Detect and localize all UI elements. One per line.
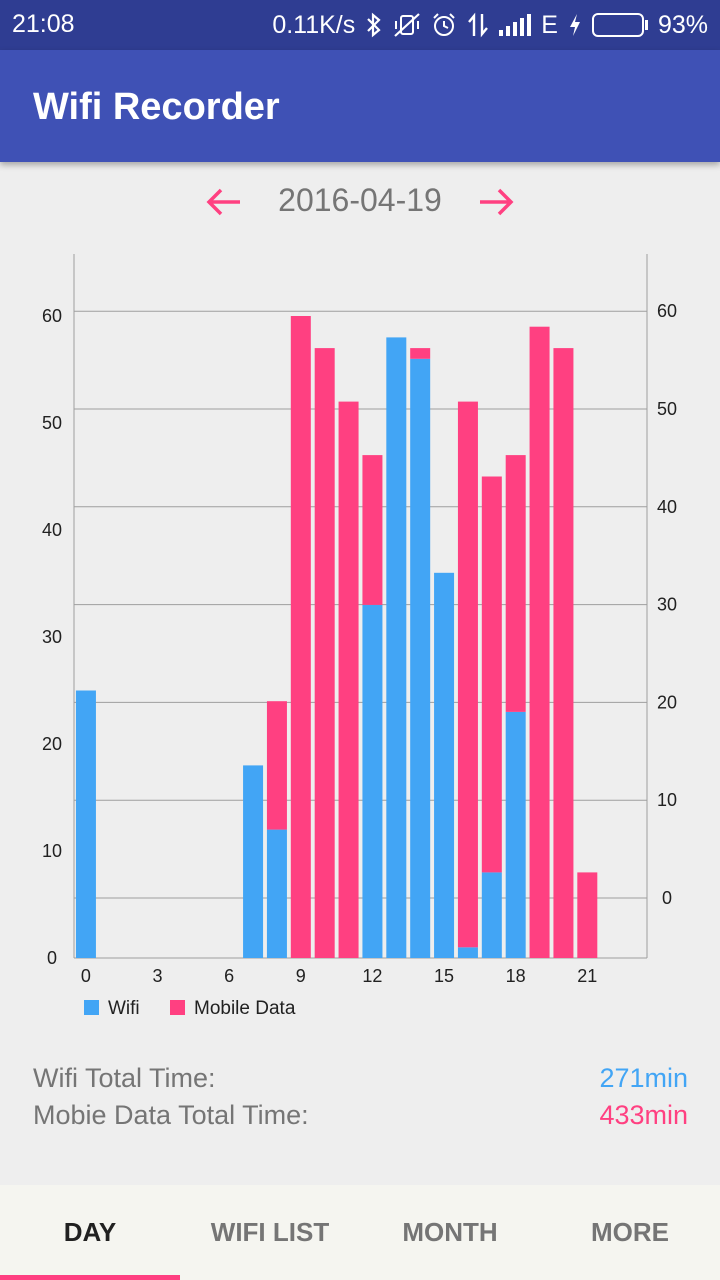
status-bar: 21:08 0.11K/s E 93% — [0, 0, 720, 50]
right-axis-tick: 10 — [657, 790, 677, 810]
totals-summary: Wifi Total Time: 271min Mobie Data Total… — [33, 1060, 688, 1134]
wifi-total-value: 271min — [599, 1063, 688, 1093]
tab-wifi-list[interactable]: WIFI LIST — [180, 1185, 360, 1280]
mobile-data-bar — [577, 872, 598, 958]
wifi-bar — [457, 947, 478, 958]
right-axis-tick: 50 — [657, 399, 677, 419]
mobile-data-bar — [505, 455, 526, 712]
status-icons: 0.11K/s E 93% — [272, 10, 708, 40]
wifi-bar — [266, 829, 287, 958]
tab-day[interactable]: DAY — [0, 1185, 180, 1280]
left-axis-tick: 50 — [42, 413, 62, 433]
charging-icon — [568, 13, 582, 37]
usage-bar-chart: 0 10 20 30 40 50 60 0 10 20 30 40 50 60 0 3 6 9 12 15 18 21 Wi… — [42, 254, 677, 1019]
mobile-data-bar — [362, 455, 383, 605]
wifi-bar — [243, 765, 264, 958]
mobile-data-bar — [529, 326, 550, 958]
tab-month-label: MONTH — [402, 1217, 498, 1247]
network-type: E — [541, 10, 558, 39]
mobile-data-bar — [481, 476, 502, 873]
wifi-bar — [75, 690, 96, 958]
x-axis-tick: 3 — [153, 966, 163, 986]
alarm-icon — [431, 12, 457, 38]
status-time: 21:08 — [12, 10, 75, 38]
mobile-total-label: Mobie Data Total Time: — [33, 1100, 309, 1130]
x-axis-tick: 21 — [577, 966, 597, 986]
right-axis-tick: 20 — [657, 692, 677, 712]
mobile-data-bar — [290, 316, 311, 958]
mobile-total-row: Mobie Data Total Time: 433min — [33, 1097, 688, 1134]
app-bar: Wifi Recorder — [0, 50, 720, 162]
right-axis-tick: 30 — [657, 595, 677, 615]
left-axis-tick: 30 — [42, 627, 62, 647]
legend-mobile-label: Mobile Data — [194, 998, 296, 1019]
mobile-data-bar — [553, 348, 574, 959]
previous-day-button[interactable] — [194, 174, 254, 230]
mobile-data-bar — [314, 348, 335, 959]
right-axis-tick: 40 — [657, 497, 677, 517]
legend-wifi-swatch — [84, 1000, 99, 1015]
mobile-data-bar — [410, 348, 431, 359]
tab-month[interactable]: MONTH — [360, 1185, 540, 1280]
x-axis-tick: 18 — [506, 966, 526, 986]
x-axis-tick: 15 — [434, 966, 454, 986]
mobile-data-bar — [266, 701, 287, 830]
left-axis-tick: 0 — [47, 948, 57, 968]
mobile-data-bar — [338, 401, 359, 959]
x-axis-tick: 12 — [362, 966, 382, 986]
wifi-bar — [362, 604, 383, 958]
wifi-bar — [410, 358, 431, 958]
tab-more[interactable]: MORE — [540, 1185, 720, 1280]
mobile-data-bar — [457, 401, 478, 948]
net-speed: 0.11K/s — [272, 10, 356, 39]
legend-wifi-label: Wifi — [108, 998, 140, 1019]
x-axis-tick: 6 — [224, 966, 234, 986]
data-transfer-icon — [467, 12, 489, 38]
next-day-button[interactable] — [466, 174, 526, 230]
bluetooth-icon — [365, 12, 383, 38]
mobile-total-value: 433min — [599, 1100, 688, 1130]
date-navigation: 2016-04-19 — [0, 172, 720, 232]
wifi-total-label: Wifi Total Time: — [33, 1063, 216, 1093]
bottom-tab-bar: DAY WIFI LIST MONTH MORE — [0, 1185, 720, 1280]
right-axis-tick: 0 — [662, 888, 672, 908]
app-title: Wifi Recorder — [33, 86, 280, 128]
left-axis-tick: 40 — [42, 520, 62, 540]
legend-mobile-swatch — [170, 1000, 185, 1015]
wifi-bar — [505, 711, 526, 958]
battery-percent: 93% — [657, 10, 708, 39]
wifi-bar — [434, 572, 455, 958]
date-label: 2016-04-19 — [278, 182, 442, 218]
left-axis-tick: 10 — [42, 841, 62, 861]
arrow-left-icon — [206, 188, 240, 216]
wifi-total-row: Wifi Total Time: 271min — [33, 1060, 688, 1097]
left-axis-tick: 20 — [42, 734, 62, 754]
left-axis-tick: 60 — [42, 306, 62, 326]
wifi-bar — [481, 872, 502, 958]
active-tab-indicator — [0, 1275, 180, 1280]
vibrate-off-icon — [393, 12, 421, 38]
arrow-right-icon — [480, 188, 514, 216]
signal-icon — [499, 14, 532, 36]
x-axis-tick: 9 — [296, 966, 306, 986]
battery-icon — [591, 13, 648, 37]
x-axis-tick: 0 — [81, 966, 91, 986]
tab-wifi-list-label: WIFI LIST — [210, 1217, 330, 1247]
tab-more-label: MORE — [591, 1217, 669, 1247]
wifi-bar — [386, 337, 407, 958]
right-axis-tick: 60 — [657, 301, 677, 321]
tab-day-label: DAY — [63, 1217, 117, 1247]
